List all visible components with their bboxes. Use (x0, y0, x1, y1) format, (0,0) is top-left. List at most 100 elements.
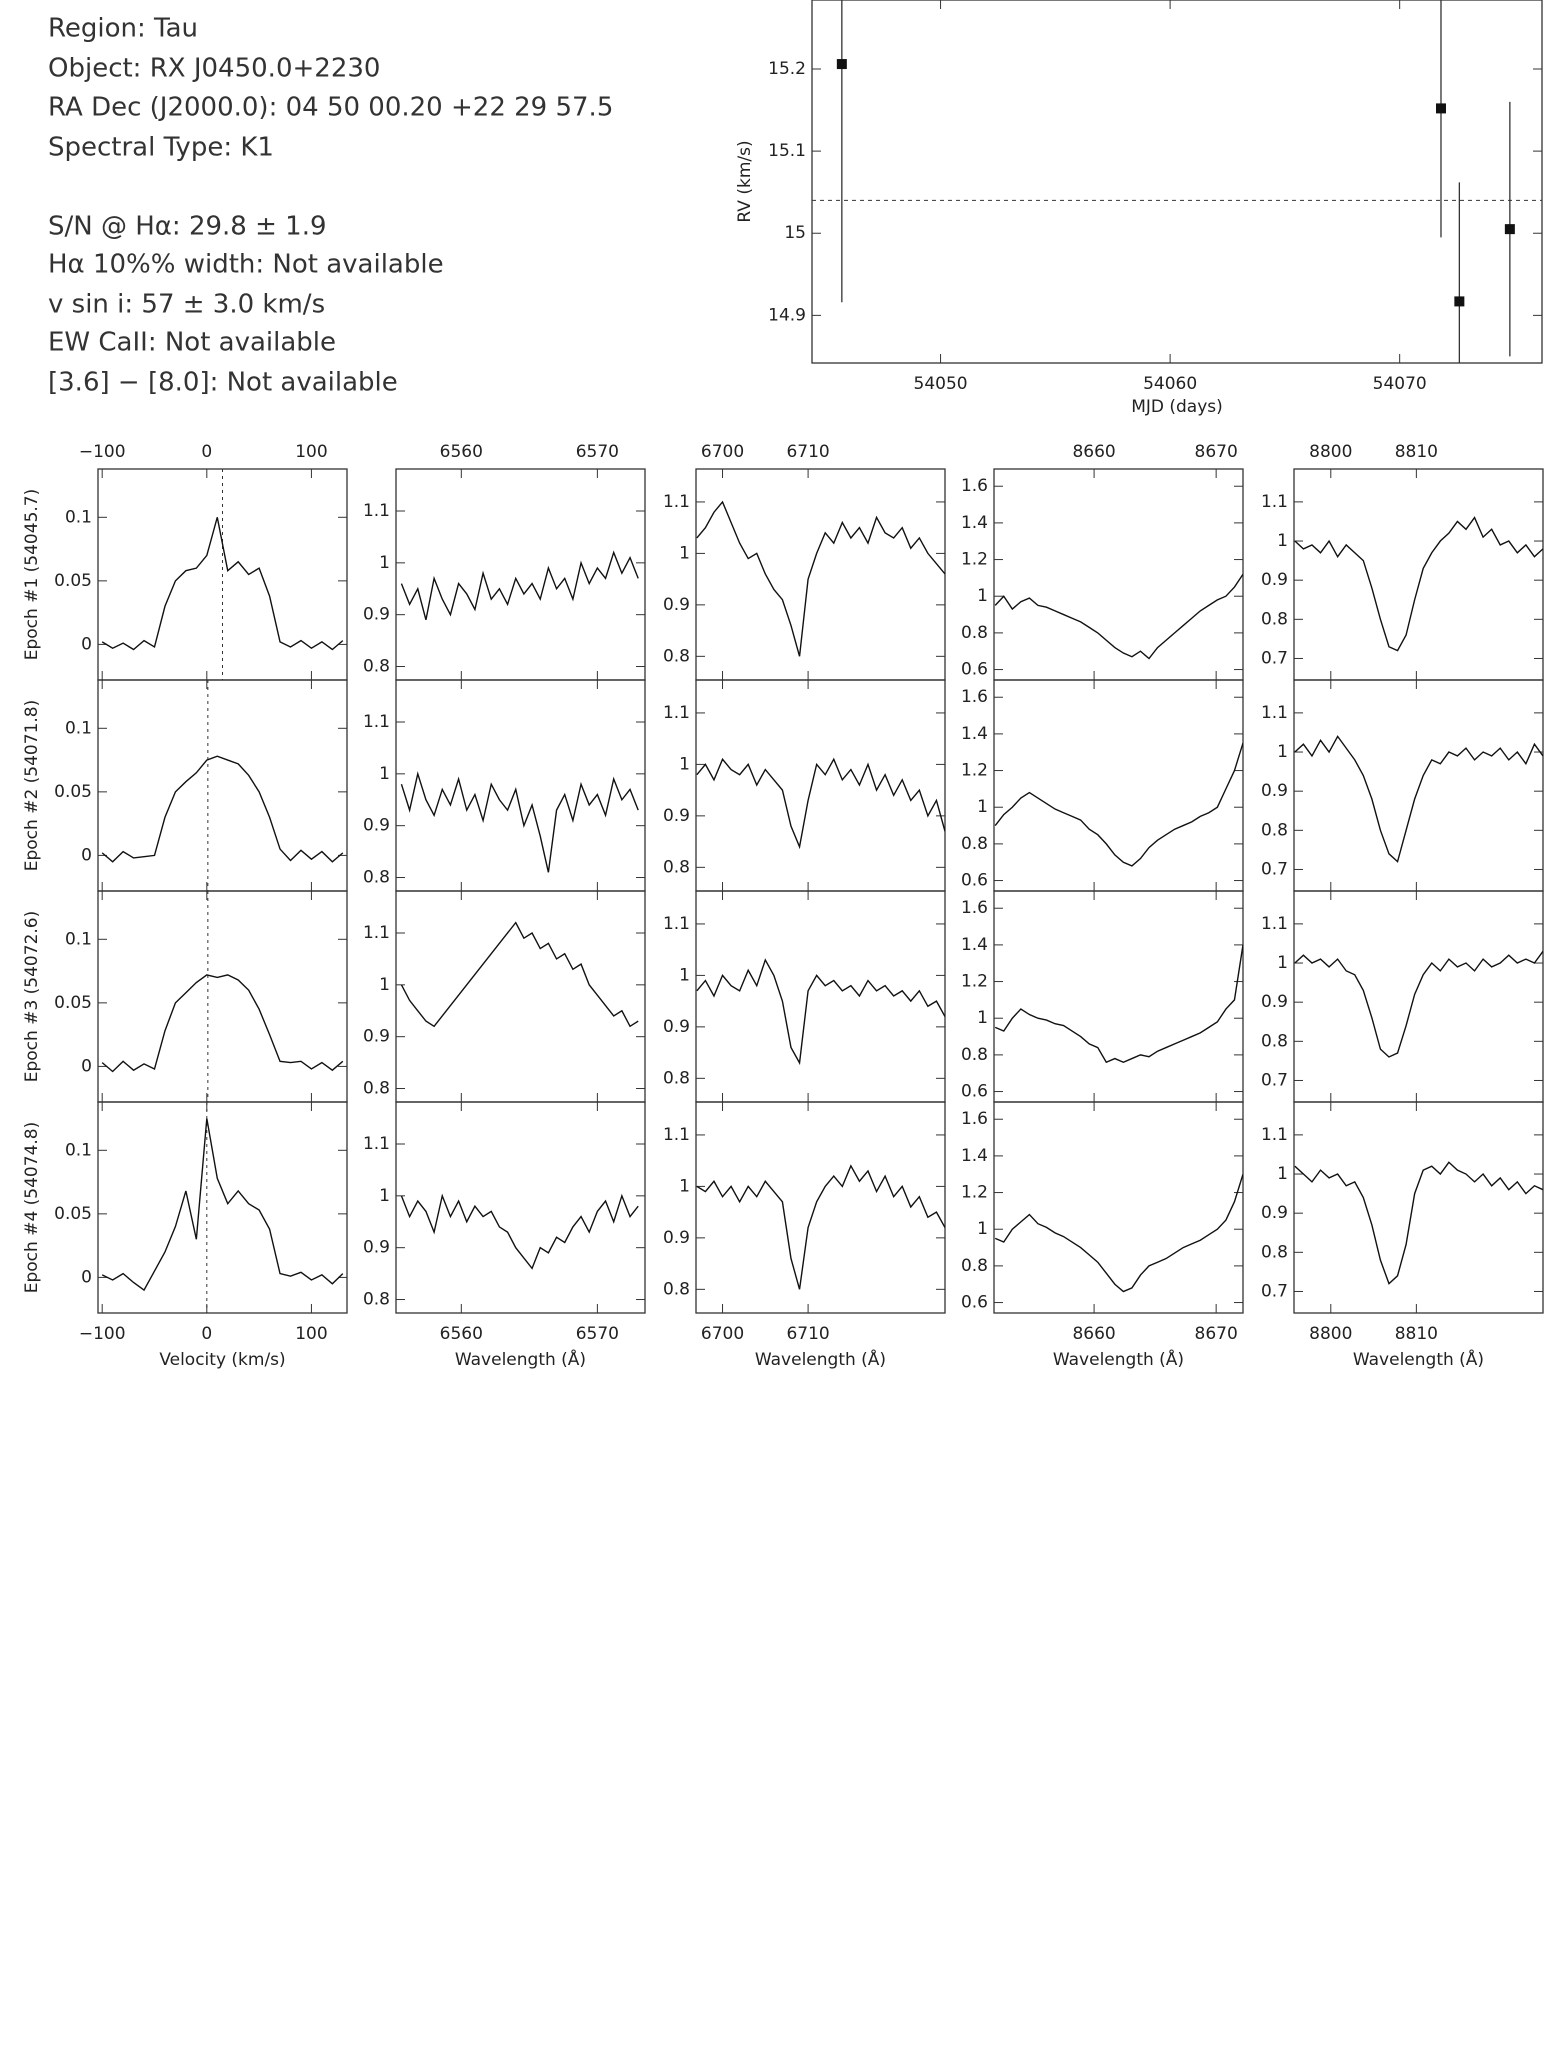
y-tick-label: 1.4 (961, 1146, 988, 1166)
x-axis-label: Wavelength (Å) (1053, 1348, 1184, 1370)
info-line: Hα 10%% width: Not available (48, 250, 444, 280)
x-tick-label: 6710 (786, 442, 829, 462)
y-tick-label: 0.9 (663, 806, 690, 826)
spectrum-line (1294, 516, 1543, 652)
plot-frame (395, 1101, 646, 1314)
x-tick-label: 100 (295, 442, 327, 462)
y-axis-label: RV (km/s) (735, 140, 755, 222)
y-tick-label: 0.1 (65, 718, 92, 738)
rv-point (1454, 296, 1465, 307)
y-tick-label: 0.8 (1261, 820, 1288, 840)
plot-frame (695, 1101, 946, 1314)
y-tick-label: 0.05 (54, 571, 92, 591)
spectrum-line (1294, 735, 1543, 863)
x-tick-label: −100 (79, 442, 126, 462)
y-tick-label: 1.1 (663, 703, 690, 723)
y-tick-label: 1.4 (961, 935, 988, 955)
y-tick-label: 1 (977, 1008, 988, 1028)
y-tick-label: 0 (81, 634, 92, 654)
x-tick-label: 8660 (1072, 442, 1115, 462)
x-axis-label: Wavelength (Å) (755, 1348, 886, 1370)
x-tick-label: 6570 (576, 1324, 619, 1344)
spectrum-line (696, 500, 945, 657)
y-tick-label: 0.8 (1261, 609, 1288, 629)
rv-point (1504, 224, 1515, 235)
spectrum-line (101, 974, 344, 1073)
y-tick-label: 1.1 (1261, 703, 1288, 723)
plot-frame (395, 890, 646, 1103)
y-tick-label: 1.2 (961, 1183, 988, 1203)
plot-frame (1293, 1101, 1544, 1314)
y-tick-label: 0.8 (363, 1290, 390, 1310)
y-tick-label: 1 (379, 975, 390, 995)
y-tick-label: 0.9 (663, 1017, 690, 1037)
y-tick-label: 14.9 (768, 305, 806, 325)
y-tick-label: 0.9 (363, 1238, 390, 1258)
y-tick-label: 1.2 (961, 761, 988, 781)
y-tick-label: 1.1 (1261, 1125, 1288, 1145)
y-tick-label: 1.6 (961, 476, 988, 496)
y-tick-label: 0.9 (663, 595, 690, 615)
y-tick-label: 1 (679, 543, 690, 563)
x-tick-label: 8810 (1395, 1324, 1438, 1344)
y-tick-label: 1 (977, 1219, 988, 1239)
y-tick-label: 0.9 (363, 816, 390, 836)
plot-frame (395, 468, 646, 681)
info-line: v sin i: 57 ± 3.0 km/s (48, 290, 325, 320)
y-tick-label: 0.6 (961, 1293, 988, 1313)
plot-frame (695, 679, 946, 892)
x-axis-label: MJD (days) (1131, 397, 1223, 417)
y-tick-label: 1.1 (363, 923, 390, 943)
x-tick-label: 6700 (701, 1324, 744, 1344)
x-tick-label: 54050 (914, 374, 968, 394)
x-tick-label: 6710 (786, 1324, 829, 1344)
x-tick-label: 6570 (576, 442, 619, 462)
x-tick-label: 8670 (1195, 1324, 1238, 1344)
y-tick-label: 0.8 (1261, 1242, 1288, 1262)
y-tick-label: 0 (81, 1056, 92, 1076)
plot-frame (97, 679, 348, 892)
y-tick-label: 0.1 (65, 929, 92, 949)
rv-point (836, 59, 847, 70)
y-tick-label: 0.8 (663, 1279, 690, 1299)
y-tick-label: 1 (379, 1186, 390, 1206)
y-tick-label: 1 (379, 553, 390, 573)
y-tick-label: 0.1 (65, 507, 92, 527)
y-tick-label: 1 (379, 764, 390, 784)
y-tick-label: 0.8 (961, 1045, 988, 1065)
x-tick-label: 8660 (1072, 1324, 1115, 1344)
plot-frame (811, 0, 1543, 364)
y-tick-label: 0 (81, 845, 92, 865)
y-tick-label: 1.1 (1261, 492, 1288, 512)
x-tick-label: −100 (79, 1324, 126, 1344)
x-tick-label: 54070 (1373, 374, 1427, 394)
info-line: EW CaII: Not available (48, 328, 336, 358)
y-tick-label: 0.9 (1261, 570, 1288, 590)
y-tick-label: 0.8 (363, 1079, 390, 1099)
y-tick-label: 1 (1277, 742, 1288, 762)
y-tick-label: 1.1 (663, 492, 690, 512)
y-tick-label: 0.9 (363, 605, 390, 625)
y-tick-label: 1.1 (1261, 914, 1288, 934)
y-tick-label: 1.1 (663, 1125, 690, 1145)
plot-frame (993, 679, 1244, 892)
plot-frame (993, 468, 1244, 681)
info-line: Object: RX J0450.0+2230 (48, 54, 380, 84)
y-tick-label: 1.6 (961, 687, 988, 707)
x-axis-label: Velocity (km/s) (159, 1350, 285, 1370)
y-axis-label: Epoch #1 (54045.7) (22, 489, 42, 661)
x-tick-label: 6560 (440, 1324, 483, 1344)
y-tick-label: 1.6 (961, 898, 988, 918)
y-tick-label: 0 (81, 1267, 92, 1287)
spectrum-line (1294, 1161, 1543, 1285)
spectrum-line (400, 1193, 639, 1270)
y-tick-label: 0.8 (663, 857, 690, 877)
y-tick-label: 1.4 (961, 724, 988, 744)
info-line: Region: Tau (48, 14, 198, 44)
y-tick-label: 0.9 (1261, 781, 1288, 801)
y-tick-label: 1.1 (363, 1134, 390, 1154)
y-tick-label: 1 (679, 754, 690, 774)
y-tick-label: 1.1 (363, 712, 390, 732)
x-tick-label: 54060 (1143, 374, 1197, 394)
